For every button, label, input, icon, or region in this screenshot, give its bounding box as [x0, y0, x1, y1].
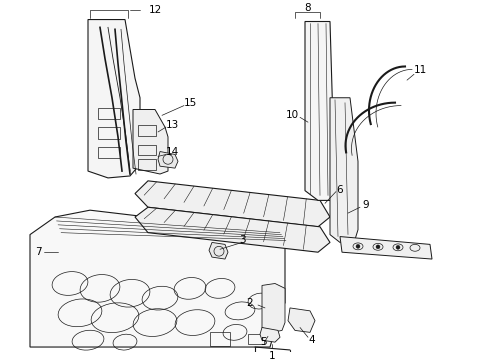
Polygon shape: [260, 328, 280, 342]
Polygon shape: [288, 308, 315, 332]
Circle shape: [376, 245, 380, 249]
Bar: [98, 147, 120, 158]
Polygon shape: [135, 207, 330, 252]
Text: 4: 4: [309, 335, 315, 345]
Bar: [98, 108, 120, 119]
Text: 2: 2: [246, 298, 253, 308]
Text: 7: 7: [35, 247, 41, 257]
Polygon shape: [133, 109, 168, 174]
Text: 5: 5: [260, 337, 266, 347]
Text: 13: 13: [166, 120, 179, 130]
Text: 14: 14: [166, 147, 179, 157]
Circle shape: [396, 246, 400, 249]
Text: 10: 10: [286, 111, 298, 120]
Text: 6: 6: [337, 185, 343, 195]
Text: 9: 9: [363, 200, 369, 210]
Bar: [138, 159, 156, 170]
Text: 11: 11: [414, 66, 427, 75]
Polygon shape: [158, 152, 178, 168]
Polygon shape: [262, 283, 285, 332]
Bar: [98, 127, 120, 139]
Text: 1: 1: [269, 351, 275, 360]
Polygon shape: [88, 19, 140, 178]
Text: 12: 12: [148, 5, 162, 15]
Text: 15: 15: [183, 98, 196, 108]
Polygon shape: [330, 98, 358, 242]
Polygon shape: [135, 181, 330, 227]
Polygon shape: [30, 210, 285, 347]
Polygon shape: [340, 237, 432, 259]
Circle shape: [356, 244, 360, 248]
Polygon shape: [209, 242, 228, 259]
Text: 8: 8: [305, 3, 311, 13]
Polygon shape: [305, 22, 335, 201]
Bar: [138, 125, 156, 136]
Text: 3: 3: [239, 234, 245, 244]
Bar: [248, 334, 264, 344]
Bar: [138, 145, 156, 156]
Bar: [210, 332, 230, 346]
